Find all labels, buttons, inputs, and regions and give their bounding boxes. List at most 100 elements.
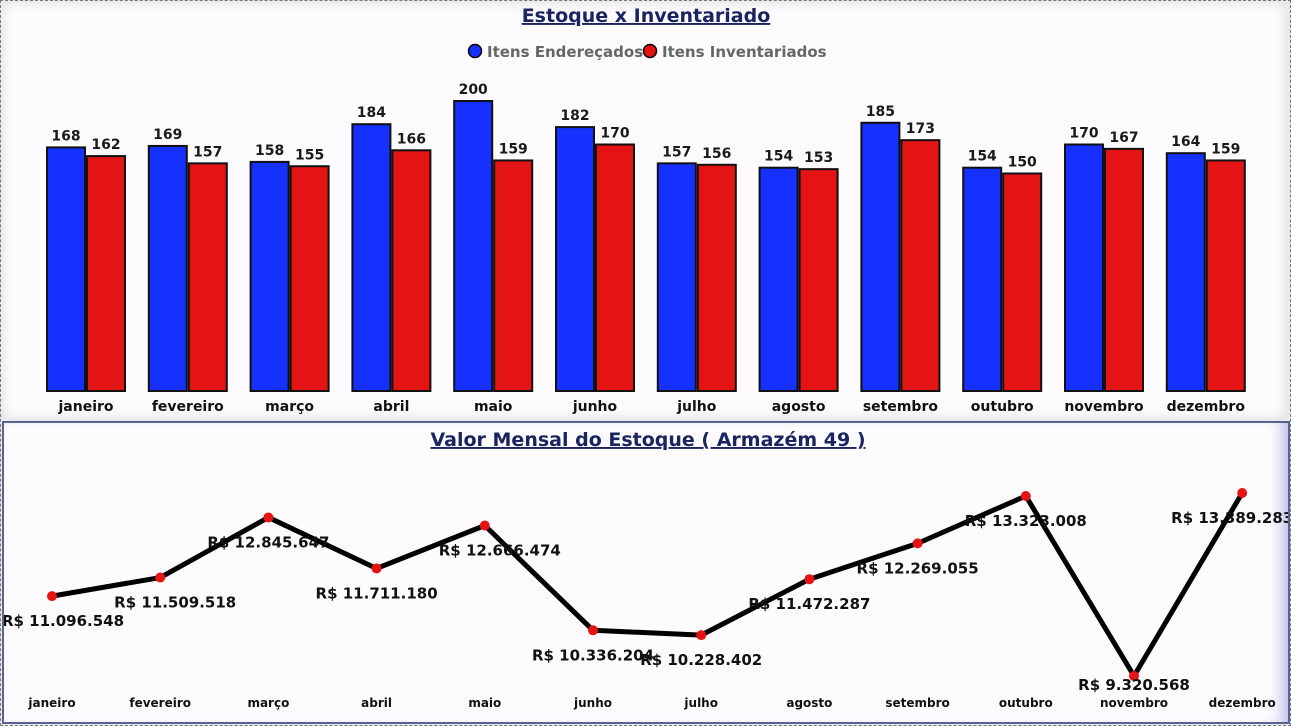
x-tick-label: agosto: [772, 399, 826, 415]
data-label: R$ 10.336.204: [532, 646, 654, 664]
data-label: 154: [764, 149, 793, 165]
data-label: 169: [153, 127, 182, 143]
data-point: [1129, 670, 1139, 681]
x-tick-label: fevereiro: [152, 399, 224, 415]
x-tick-label: julho: [683, 696, 718, 710]
data-label: R$ 12.666.474: [439, 542, 561, 560]
data-point: [155, 572, 166, 583]
x-tick-label: dezembro: [1209, 696, 1276, 710]
data-point: [263, 512, 274, 523]
data-label: 185: [866, 104, 895, 120]
data-label: 166: [397, 131, 426, 147]
data-point: [804, 574, 815, 585]
series-line: [51, 491, 1245, 679]
line-chart: Valor Mensal do Estoque ( Armazém 49 ) R…: [4, 429, 1288, 710]
x-tick-label: maio: [468, 696, 501, 710]
x-tick-label: setembro: [885, 696, 949, 710]
bar-chart: Estoque x Inventariado Itens Endereçados…: [46, 5, 1246, 415]
data-label: 155: [295, 147, 324, 163]
data-label: R$ 11.509.518: [114, 594, 236, 612]
data-label: 156: [702, 146, 731, 162]
x-tick-label: março: [265, 399, 314, 415]
x-tick-label: julho: [676, 399, 717, 415]
x-tick-label: agosto: [786, 696, 832, 710]
data-label: R$ 13.323.008: [965, 512, 1087, 530]
x-tick-label: dezembro: [1167, 399, 1246, 415]
x-tick-label: abril: [373, 399, 409, 415]
data-point: [1237, 488, 1248, 498]
data-label: R$ 9.320.568: [1078, 676, 1190, 694]
legend: Itens Endereçados Itens Inventariados: [467, 43, 827, 61]
bar-inventariados: [798, 168, 839, 392]
data-label: 162: [91, 137, 120, 153]
bar-inventariados: [391, 149, 432, 392]
x-tick-label: setembro: [863, 399, 939, 415]
bar-enderecados: [453, 100, 494, 392]
data-label: 173: [906, 121, 935, 137]
data-label: 184: [357, 105, 386, 121]
data-label: R$ 11.096.548: [4, 612, 124, 630]
x-tick-label: junho: [572, 399, 618, 415]
bar-enderecados: [962, 166, 1003, 392]
data-label: 170: [1069, 126, 1098, 142]
bar-enderecados: [555, 126, 595, 392]
bar-chart-panel: Estoque x Inventariado Itens Endereçados…: [2, 2, 1286, 419]
data-label: R$ 12.845.647: [207, 533, 329, 551]
legend-label-inventariados: Itens Inventariados: [662, 43, 827, 61]
data-label: 150: [1008, 155, 1037, 171]
data-point: [588, 625, 598, 636]
bar-inventariados: [1205, 159, 1246, 392]
data-point: [1020, 490, 1031, 501]
x-tick-label: fevereiro: [129, 696, 191, 710]
bar-enderecados: [1165, 152, 1206, 392]
bar-enderecados: [758, 166, 799, 392]
x-tick-label: outubro: [999, 696, 1053, 710]
data-label: 182: [560, 108, 589, 124]
bar-enderecados: [249, 160, 290, 392]
legend-marker-inventariados: [642, 43, 658, 59]
x-tick-label: abril: [361, 696, 392, 710]
bar-chart-title: Estoque x Inventariado: [522, 5, 771, 27]
x-tick-label: janeiro: [27, 696, 75, 710]
data-label: 200: [459, 82, 488, 98]
x-tick-label: maio: [474, 399, 513, 415]
data-label: 159: [1211, 141, 1240, 157]
bar-inventariados: [595, 143, 635, 392]
data-label: 153: [804, 150, 833, 166]
data-label: 158: [255, 143, 284, 159]
bar-enderecados: [860, 121, 901, 392]
data-label: 157: [662, 144, 691, 160]
bar-inventariados: [1002, 172, 1043, 392]
legend-label-enderecados: Itens Endereçados: [487, 43, 643, 61]
bar-enderecados: [46, 146, 86, 392]
data-label: R$ 11.472.287: [748, 595, 870, 613]
bar-inventariados: [86, 155, 126, 392]
data-point: [912, 538, 923, 549]
bar-inventariados: [696, 163, 737, 392]
data-label: 154: [968, 149, 997, 165]
bar-enderecados: [351, 123, 392, 392]
data-label: 170: [600, 126, 629, 142]
bar-enderecados: [1064, 143, 1104, 392]
line-chart-panel: Valor Mensal do Estoque ( Armazém 49 ) R…: [2, 421, 1290, 724]
bar-inventariados: [289, 165, 330, 392]
x-tick-label: outubro: [971, 399, 1034, 415]
data-label: 157: [193, 144, 222, 160]
bar-enderecados: [656, 162, 697, 392]
x-tick-label: novembro: [1064, 399, 1144, 415]
data-point: [47, 591, 57, 602]
line-chart-title: Valor Mensal do Estoque ( Armazém 49 ): [430, 429, 865, 451]
x-tick-label: janeiro: [57, 399, 113, 415]
bar-inventariados: [493, 159, 534, 392]
data-point: [696, 630, 707, 641]
data-label: 168: [51, 128, 80, 144]
x-tick-label: junho: [573, 696, 612, 710]
data-label: 159: [499, 141, 528, 157]
data-label: 167: [1109, 130, 1138, 146]
x-tick-label: novembro: [1100, 696, 1168, 710]
data-label: 164: [1171, 134, 1200, 150]
x-tick-label: março: [247, 696, 289, 710]
data-label: R$ 11.711.180: [316, 584, 438, 602]
data-point: [371, 563, 382, 574]
data-point: [479, 520, 490, 531]
